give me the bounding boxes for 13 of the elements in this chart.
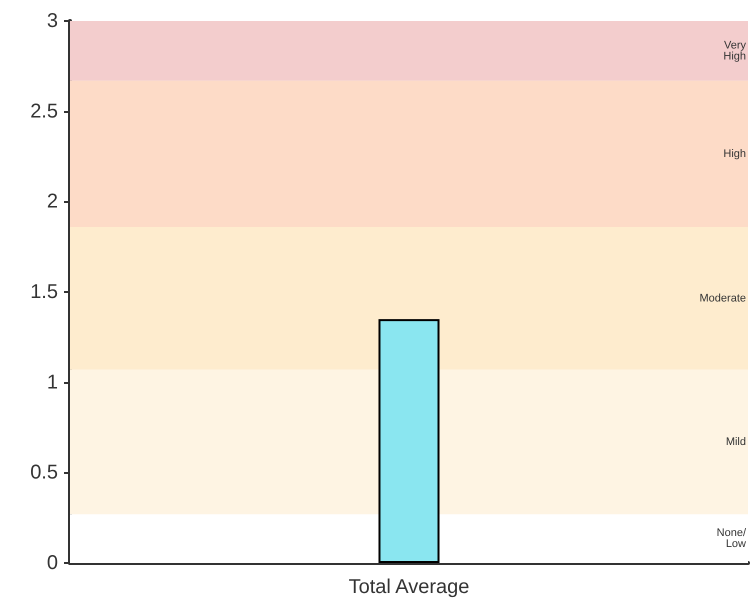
y-tick-label: 0.5 [30,462,58,484]
band-label: High [723,148,746,160]
y-tick-label: 1.5 [30,281,58,303]
band-label: Very High [723,39,746,62]
y-tick-label: 0 [46,552,58,574]
y-tick-label: 3 [46,10,58,32]
band-label: Mild [726,436,746,448]
band-label: Moderate [700,292,746,304]
y-tick-label: 1 [46,371,58,394]
x-tick-label: Total Average [348,576,470,598]
y-tick-label: 2 [46,190,58,213]
band-label: None/ Low [716,527,747,550]
y-tick-label: 2.5 [30,100,58,122]
